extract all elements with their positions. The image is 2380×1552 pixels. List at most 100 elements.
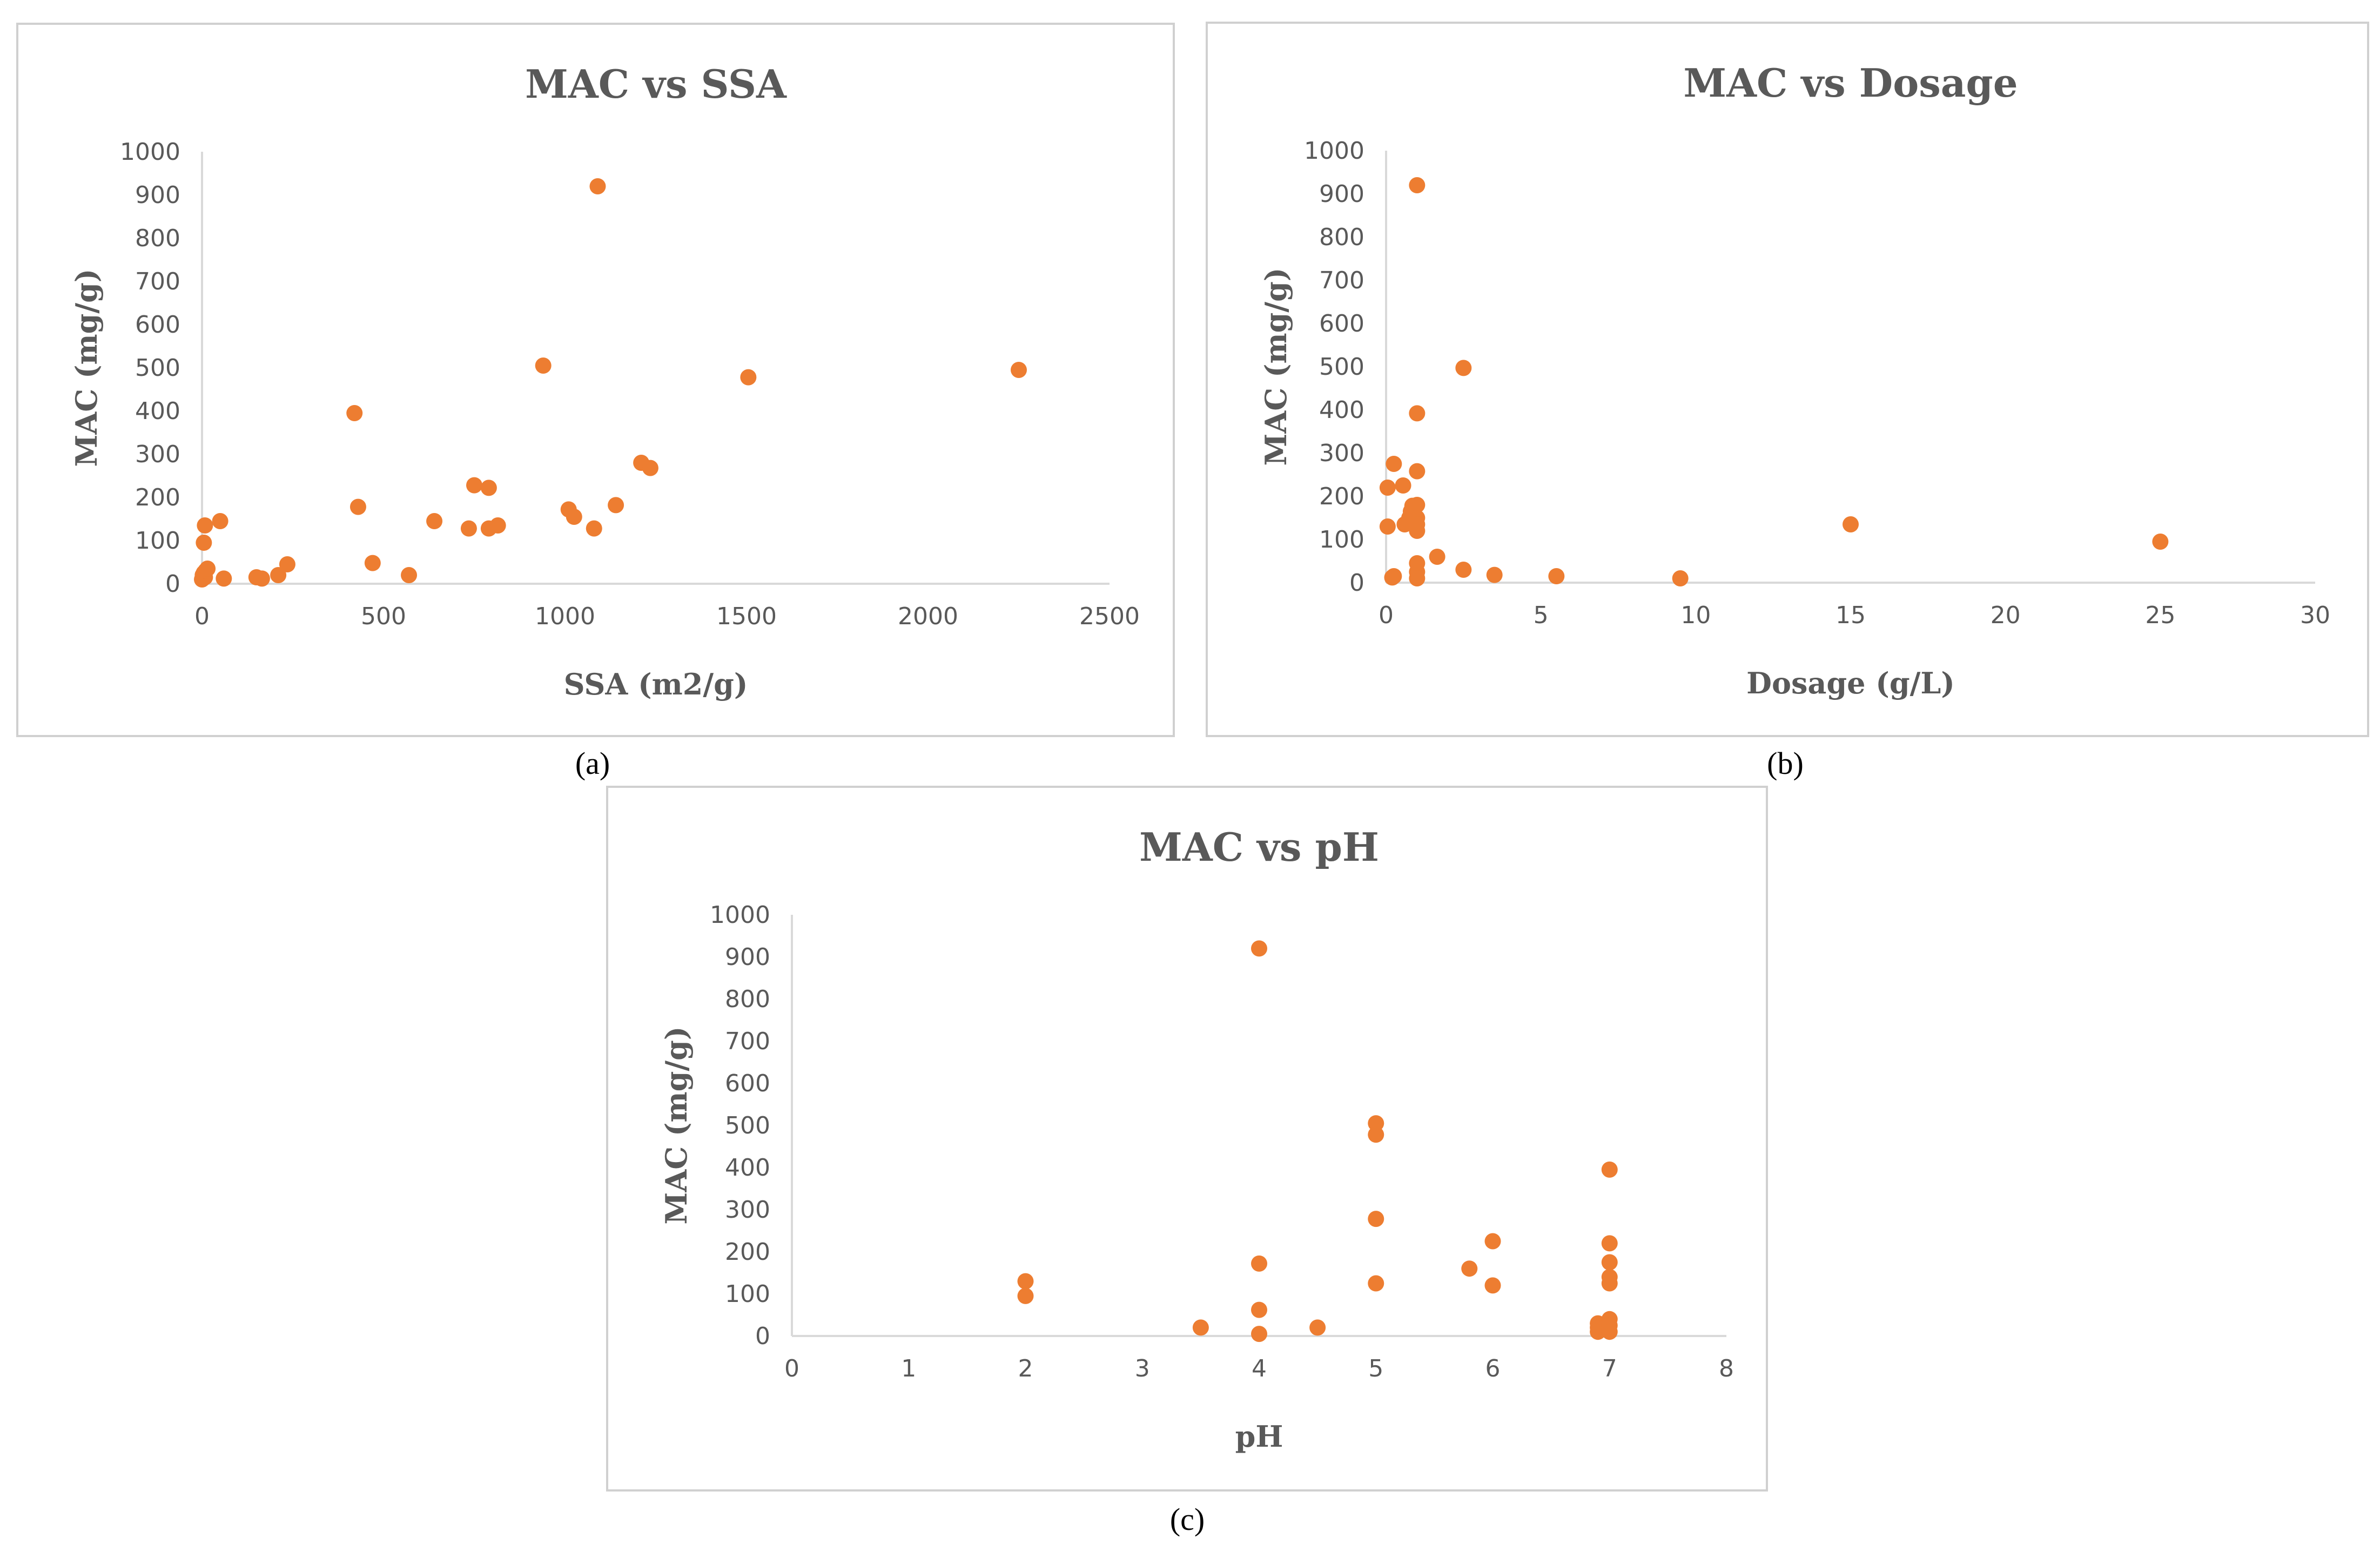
- x-tick-label: 20: [1991, 602, 2021, 629]
- data-point: [586, 520, 602, 537]
- caption-c: (c): [1169, 1502, 1205, 1537]
- data-point: [364, 555, 381, 571]
- data-point: [466, 477, 482, 494]
- x-tick-label: 500: [361, 603, 406, 630]
- data-point: [1409, 570, 1426, 586]
- data-point: [197, 517, 213, 534]
- data-point: [401, 567, 418, 583]
- data-point: [1429, 549, 1446, 565]
- chart-panel-mac-vs-ssa: MAC vs SSA 0 100 200 300 400 500 600 700 800 900 10…: [16, 23, 1175, 737]
- y-axis-title: MAC (mg/g): [1259, 268, 1293, 466]
- data-point: [196, 535, 212, 551]
- data-point: [349, 498, 366, 515]
- x-tick-label: 10: [1680, 602, 1711, 629]
- y-tick-label: 400: [725, 1154, 770, 1182]
- chart-title: MAC vs SSA: [525, 61, 787, 107]
- data-point: [2152, 534, 2169, 550]
- y-tick-label: 900: [1319, 180, 1364, 208]
- data-point: [1409, 463, 1426, 480]
- chart-panel-mac-vs-ph: MAC vs pH 0 100 200 300 400 500 600 700 800 900 100…: [606, 786, 1768, 1492]
- data-point: [740, 369, 757, 386]
- y-tick-label: 600: [135, 311, 180, 339]
- caption-a: (a): [575, 746, 610, 781]
- x-axis-title: SSA (m2/g): [564, 667, 748, 701]
- y-axis-title: MAC (mg/g): [659, 1027, 694, 1225]
- x-tick-label: 0: [1379, 602, 1394, 629]
- x-tick-label: 4: [1252, 1355, 1267, 1382]
- data-point: [346, 405, 363, 421]
- data-point: [199, 561, 216, 577]
- y-tick-label: 0: [1349, 569, 1364, 597]
- y-tick-label: 1000: [120, 138, 180, 166]
- data-point: [1011, 362, 1027, 378]
- y-tick-label: 800: [725, 986, 770, 1013]
- y-tick-label: 600: [725, 1070, 770, 1097]
- y-tick-label: 200: [135, 484, 180, 511]
- data-point: [608, 497, 624, 514]
- y-tick-label: 800: [135, 225, 180, 252]
- data-point: [1486, 566, 1503, 583]
- data-point: [1484, 1233, 1501, 1250]
- x-axis-title: Dosage (g/L): [1746, 666, 1955, 700]
- data-point: [1379, 518, 1396, 535]
- data-point: [1409, 523, 1426, 539]
- y-tick-label: 500: [135, 354, 180, 382]
- data-point: [1017, 1273, 1034, 1290]
- data-point: [1251, 940, 1267, 957]
- x-tick-label: 2: [1018, 1355, 1033, 1382]
- data-point: [253, 570, 270, 587]
- y-tick-label: 300: [725, 1196, 770, 1224]
- data-point: [535, 357, 552, 374]
- data-point: [1601, 1275, 1618, 1292]
- x-tick-label: 3: [1135, 1355, 1150, 1382]
- y-tick-label: 100: [135, 527, 180, 555]
- data-point: [216, 570, 232, 587]
- x-tick-label: 5: [1368, 1355, 1383, 1382]
- y-tick-label: 500: [725, 1112, 770, 1139]
- data-point: [1601, 1161, 1618, 1178]
- y-tick-label: 700: [725, 1028, 770, 1055]
- data-point: [426, 513, 443, 529]
- y-tick-label: 300: [135, 441, 180, 468]
- chart-mac-vs-ph: MAC vs pH 0 100 200 300 400 500 600 700 800 900 100…: [659, 824, 1734, 1454]
- data-point: [460, 520, 477, 537]
- data-point: [1386, 456, 1402, 472]
- x-tick-label: 1500: [716, 603, 777, 630]
- caption-b: (b): [1767, 746, 1804, 781]
- data-point: [1548, 568, 1565, 584]
- data-point: [1843, 516, 1859, 532]
- data-point: [1251, 1326, 1267, 1342]
- data-point: [1368, 1211, 1384, 1227]
- data-point: [279, 556, 295, 572]
- x-tick-label: 0: [194, 603, 210, 630]
- x-tick-label: 1000: [535, 603, 595, 630]
- y-tick-label: 300: [1319, 440, 1364, 467]
- data-point: [1386, 568, 1402, 584]
- y-tick-label: 200: [1319, 483, 1364, 510]
- y-tick-label: 400: [135, 397, 180, 425]
- x-axis-title: pH: [1235, 1419, 1283, 1454]
- data-point: [1672, 570, 1689, 586]
- x-tick-label: 7: [1602, 1355, 1617, 1382]
- data-point: [1192, 1319, 1209, 1336]
- y-tick-label: 1000: [1304, 137, 1364, 165]
- data-point: [1601, 1324, 1618, 1340]
- chart-title: MAC vs pH: [1139, 824, 1379, 870]
- data-point: [1455, 360, 1472, 376]
- data-point: [480, 480, 497, 496]
- y-tick-label: 500: [1319, 353, 1364, 381]
- data-point: [1379, 480, 1396, 496]
- data-point: [1461, 1260, 1478, 1277]
- y-tick-label: 900: [725, 943, 770, 971]
- data-point: [1484, 1277, 1501, 1294]
- y-tick-label: 100: [1319, 526, 1364, 554]
- data-point: [1455, 562, 1472, 578]
- y-tick-label: 700: [135, 268, 180, 295]
- x-tick-label: 2000: [898, 603, 958, 630]
- data-point: [1409, 405, 1426, 422]
- data-point: [212, 513, 228, 529]
- data-point: [566, 509, 582, 525]
- y-tick-label: 0: [165, 570, 180, 598]
- y-tick-label: 900: [135, 181, 180, 209]
- y-tick-label: 600: [1319, 310, 1364, 338]
